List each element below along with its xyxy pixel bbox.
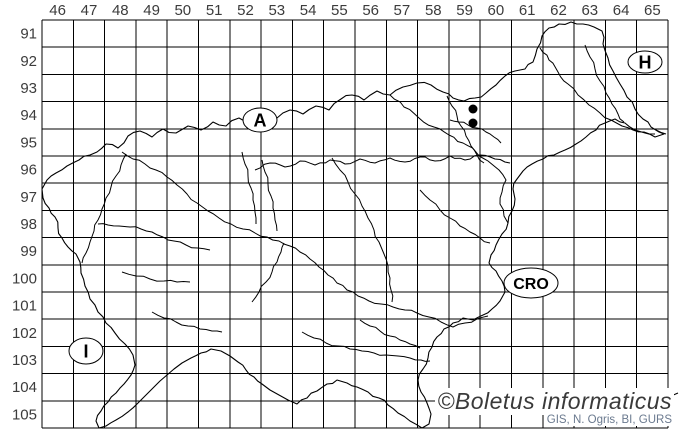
column-label: 49 xyxy=(143,2,160,19)
row-label: 97 xyxy=(20,189,37,206)
column-label: 46 xyxy=(49,2,66,19)
river-line xyxy=(251,242,285,303)
river-line xyxy=(254,154,511,171)
row-label: 98 xyxy=(20,216,37,233)
country-label-text: A xyxy=(254,110,267,130)
river-line xyxy=(449,119,502,144)
row-label: 94 xyxy=(20,107,37,124)
row-label: 105 xyxy=(12,406,37,423)
country-ellipse xyxy=(68,337,104,365)
column-label: 56 xyxy=(362,2,379,19)
river-line xyxy=(539,47,656,135)
row-label: 104 xyxy=(12,379,37,396)
row-label: 103 xyxy=(12,352,37,369)
country-ellipse xyxy=(627,50,663,74)
river-line xyxy=(241,151,257,224)
column-label: 64 xyxy=(613,2,630,19)
column-label: 59 xyxy=(456,2,473,19)
river-line xyxy=(419,189,491,244)
river-line xyxy=(446,95,485,164)
column-label: 48 xyxy=(112,2,129,19)
column-label: 52 xyxy=(237,2,254,19)
column-label: 50 xyxy=(174,2,191,19)
river-line xyxy=(97,223,211,251)
occurrence-dots xyxy=(468,104,478,128)
river-line xyxy=(584,44,625,123)
watermark: ©Boletus informaticus xyxy=(435,388,674,415)
column-label: 57 xyxy=(394,2,411,19)
river-line xyxy=(331,157,394,303)
occurrence-dot xyxy=(468,118,478,128)
river-line xyxy=(261,159,278,232)
grid-lines xyxy=(41,19,669,429)
country-ellipse xyxy=(503,267,559,299)
row-label: 101 xyxy=(12,298,37,315)
row-label: 96 xyxy=(20,162,37,179)
row-label: 91 xyxy=(20,26,37,43)
country-label-text: H xyxy=(639,52,652,72)
country-ellipse xyxy=(242,107,278,133)
column-label: 47 xyxy=(81,2,98,19)
river-line xyxy=(389,94,509,224)
column-label: 53 xyxy=(268,2,285,19)
column-label: 54 xyxy=(300,2,317,19)
country-label-text: I xyxy=(83,341,88,361)
column-label: 51 xyxy=(206,2,223,19)
row-label: 92 xyxy=(20,53,37,70)
country-labels: A H CRO I xyxy=(68,50,663,365)
river-line xyxy=(359,319,421,349)
river-line xyxy=(655,129,667,135)
column-label: 55 xyxy=(331,2,348,19)
row-label: 95 xyxy=(20,134,37,151)
row-label: 102 xyxy=(12,325,37,342)
river-line xyxy=(81,153,127,264)
row-label: 93 xyxy=(20,80,37,97)
column-label: 63 xyxy=(581,2,598,19)
column-label: 61 xyxy=(519,2,536,19)
river-line xyxy=(301,331,431,362)
column-label: 65 xyxy=(644,2,661,19)
column-label: 60 xyxy=(488,2,505,19)
attribution: GIS, N. Ogris, BI, GURS xyxy=(544,414,674,426)
row-label: 99 xyxy=(20,243,37,260)
slovenia-border xyxy=(41,21,665,429)
river-line xyxy=(151,311,223,333)
row-label: 100 xyxy=(12,270,37,287)
column-label: 58 xyxy=(425,2,442,19)
river-line xyxy=(121,271,191,283)
occurrence-dot xyxy=(468,104,478,114)
river-line xyxy=(121,151,489,328)
column-label: 62 xyxy=(550,2,567,19)
rivers xyxy=(81,44,679,400)
grid-labels: 46 47 48 49 50 51 52 53 54 55 56 57 58 59 60 61 62 63 64 65… xyxy=(12,2,661,423)
country-label-text: CRO xyxy=(513,276,549,293)
